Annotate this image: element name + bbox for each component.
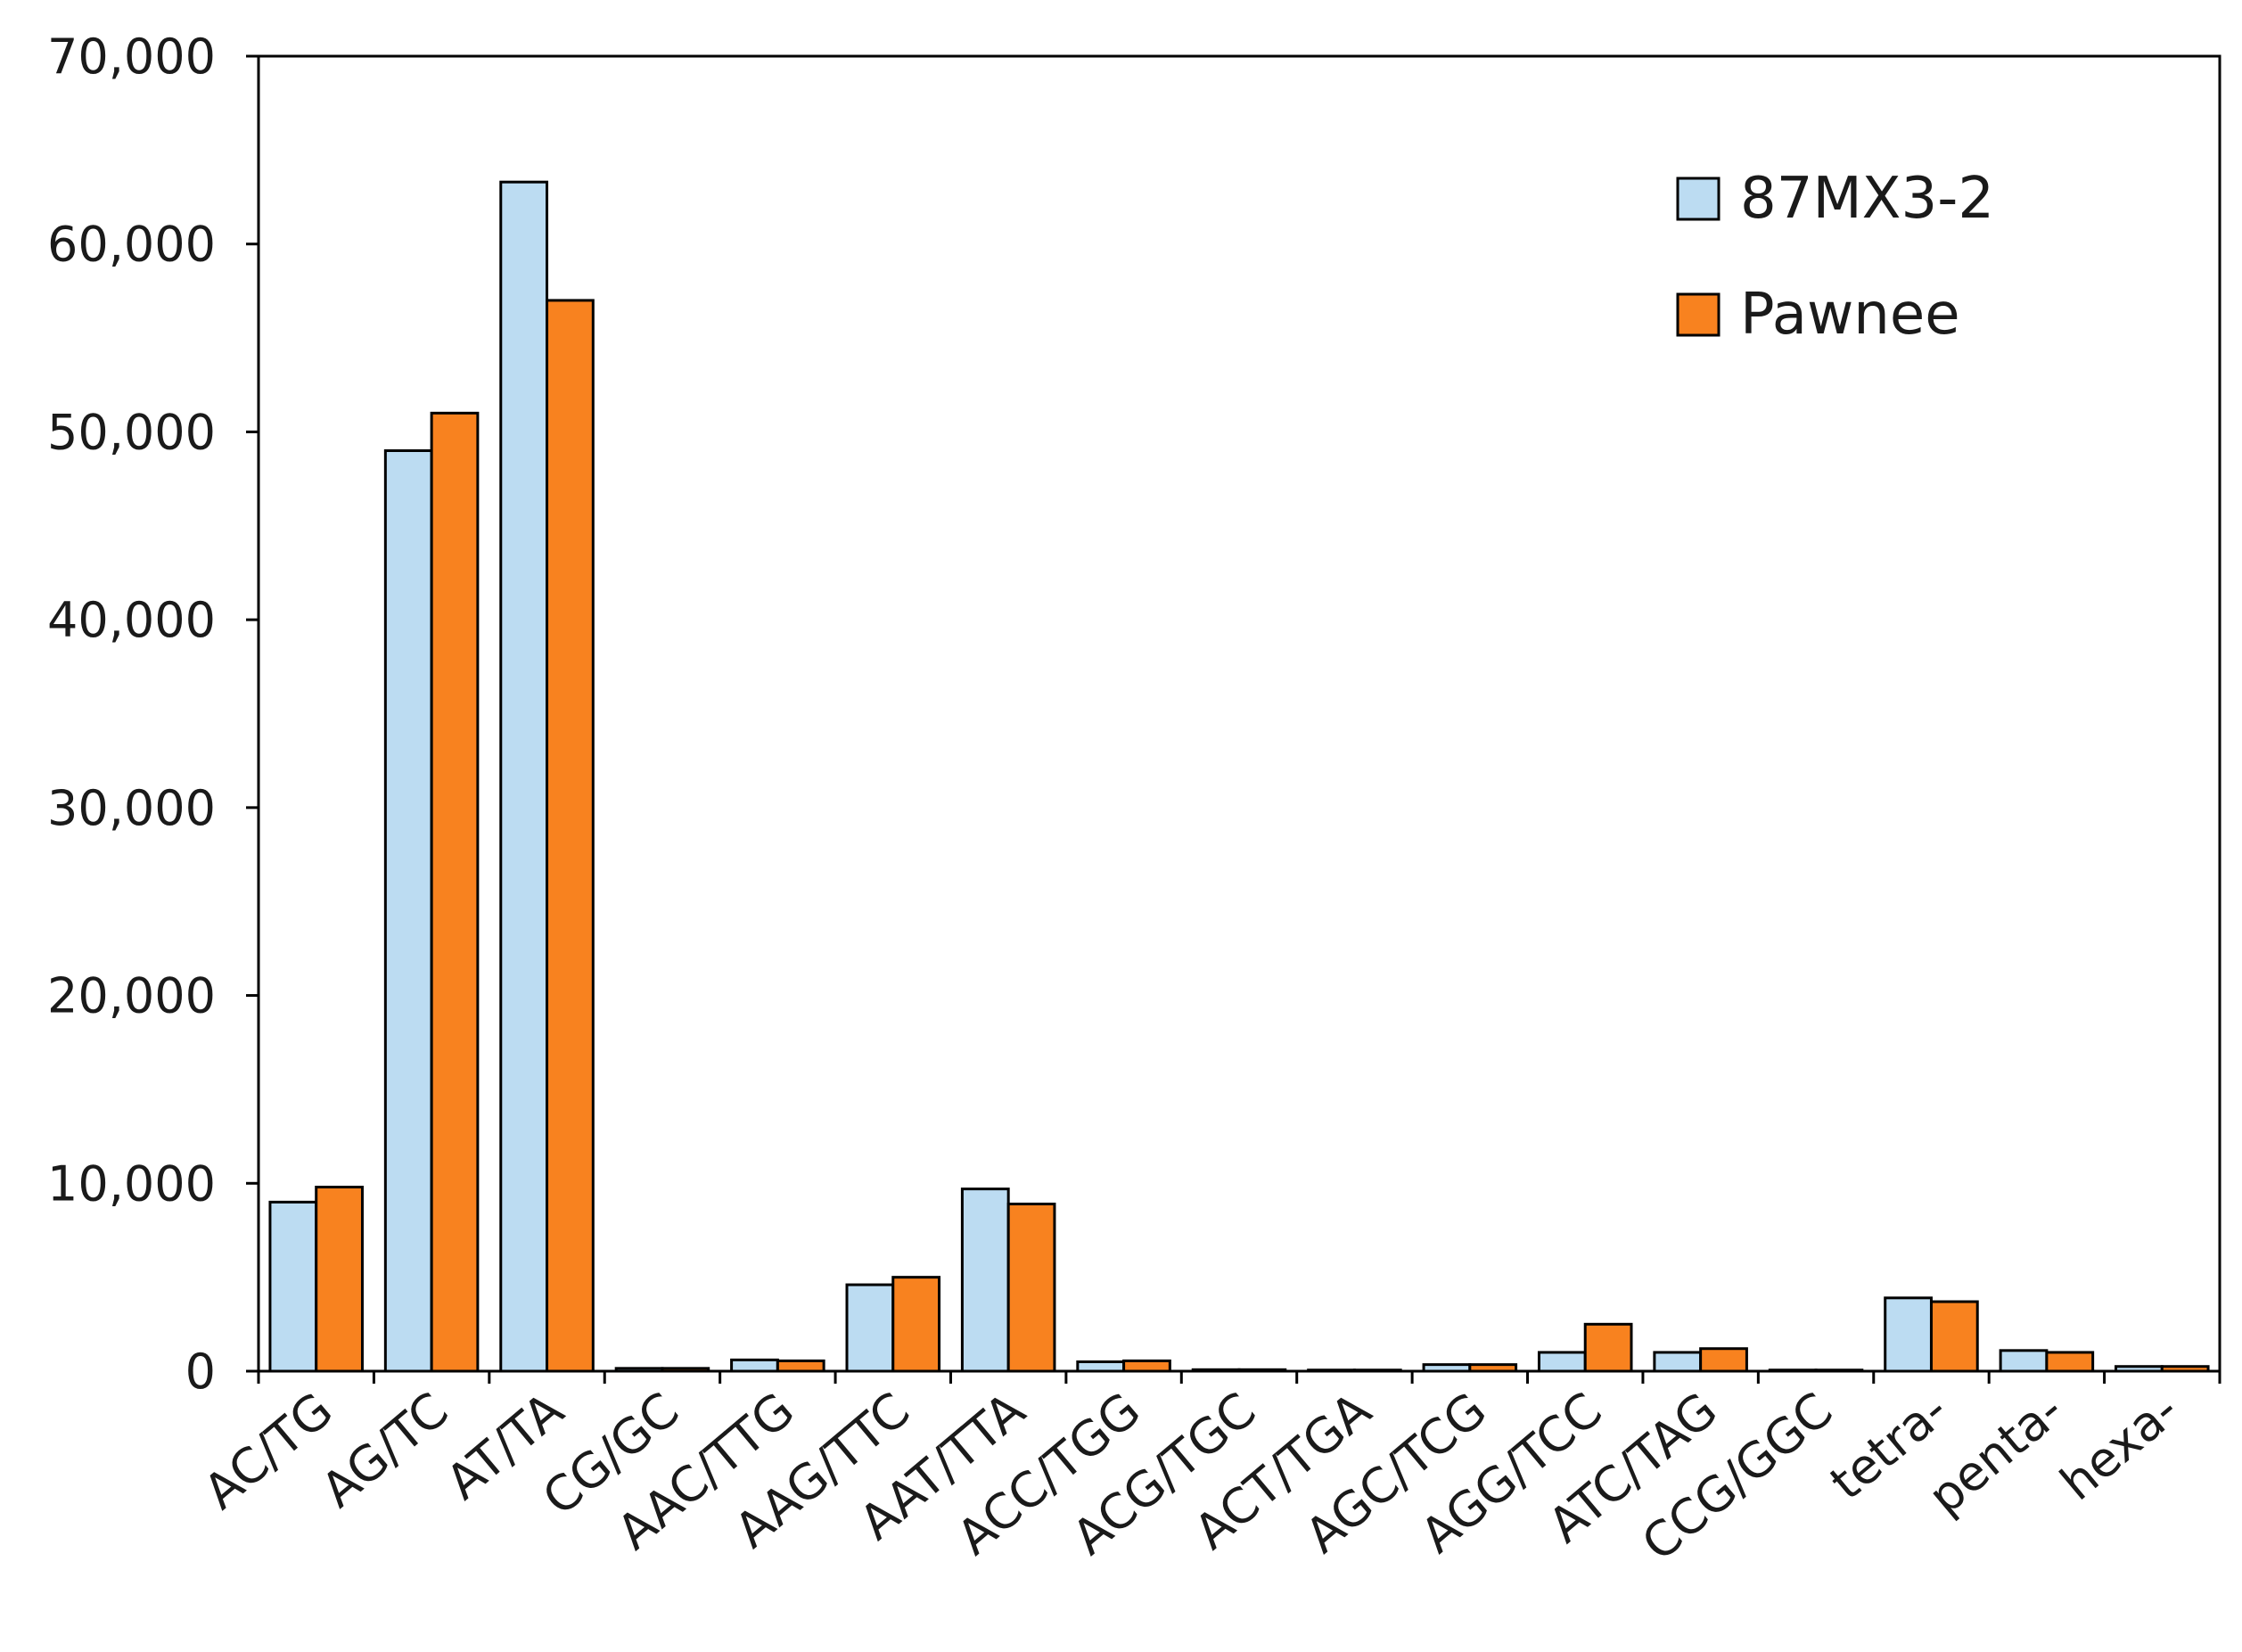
x-axis: AC/TGAG/TCAT/TACG/GCAAC/TTGAAG/TTCAAT/TT… [193,1371,2221,1572]
bar-series2 [315,1186,364,1373]
y-tick-label: 30,000 [47,780,216,836]
x-category-label: AG/TC [311,1382,459,1518]
y-axis: 0 10,000 20,000 30,000 40,000 50,000 60,000 70,… [47,29,2221,1400]
bar-series1 [1076,1360,1126,1373]
bar-series2 [1929,1300,1979,1373]
bar-series2 [1583,1322,1633,1373]
bar-series1 [1537,1351,1587,1373]
bar-series2 [776,1359,825,1373]
x-category-label: hexa- [2049,1382,2189,1511]
y-tick-label: 0 [185,1344,216,1400]
plot-frame [257,54,2221,1373]
y-tick-label: 20,000 [47,968,216,1024]
bar-series2 [1699,1347,1748,1373]
bar-series1 [1999,1349,2049,1373]
bar-series2 [1006,1202,1056,1373]
bar-series2 [2045,1351,2095,1373]
bar-series1 [268,1200,318,1373]
y-tick-label: 60,000 [47,217,216,273]
y-tick-label: 10,000 [47,1155,216,1212]
legend-swatch [1676,177,1721,221]
bar-series1 [845,1283,895,1373]
bar-group [268,180,2210,1373]
legend-swatch [1676,292,1721,337]
bar-series2 [546,299,595,1373]
bar-series1 [1653,1351,1703,1373]
x-category-label: penta- [1918,1382,2074,1525]
bar-series1 [1884,1296,1933,1373]
bar-series2 [891,1276,941,1373]
bar-series2 [430,411,480,1373]
legend-label: Pawnee [1740,282,1960,348]
bar-series1 [383,449,433,1373]
legend: 87MX3-2 Pawnee [1676,166,1994,348]
bar-series1 [730,1358,779,1373]
y-tick-label: 40,000 [47,592,216,648]
bar-series1 [499,180,549,1373]
bar-series1 [960,1188,1010,1373]
y-tick-label: 50,000 [47,404,216,460]
x-category-label: AC/TG [193,1382,343,1520]
y-tick-label: 70,000 [47,29,216,85]
legend-label: 87MX3-2 [1740,166,1994,232]
bar-series2 [1122,1359,1171,1373]
